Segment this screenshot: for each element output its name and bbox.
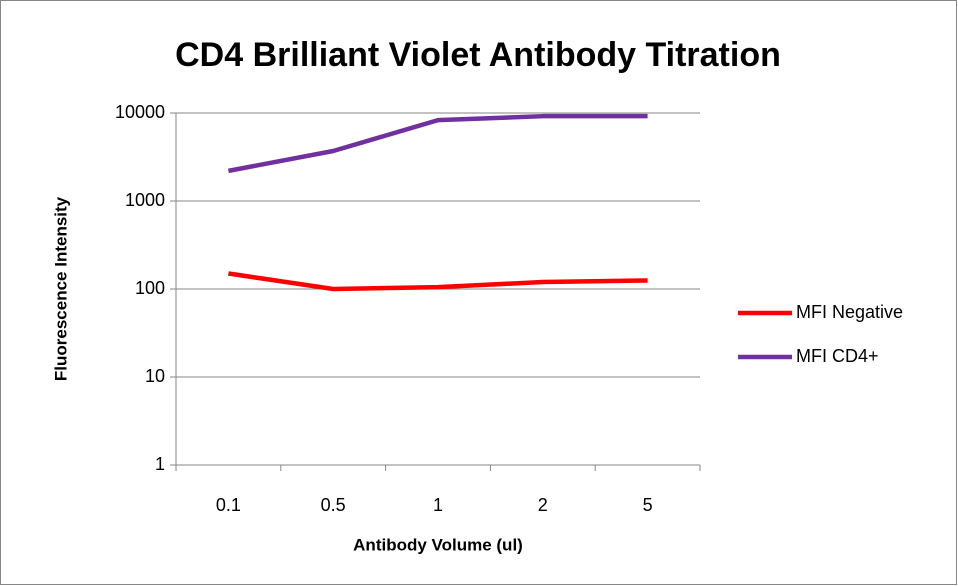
chart-title: CD4 Brilliant Violet Antibody Titration — [175, 36, 781, 74]
x-tick-label: 5 — [643, 495, 653, 515]
y-tick-label: 10000 — [115, 102, 165, 122]
x-axis-label: Antibody Volume (ul) — [353, 535, 523, 554]
y-axis-label: Fluorescence Intensity — [51, 196, 70, 381]
data-line — [227, 113, 648, 174]
y-tick-label: 1 — [155, 454, 165, 474]
y-tick-label: 1000 — [125, 190, 165, 210]
x-tick-label: 0.5 — [321, 495, 346, 515]
x-tick-label: 0.1 — [216, 495, 241, 515]
legend-label: MFI Negative — [796, 302, 903, 322]
legend-label: MFI CD4+ — [796, 346, 879, 366]
x-tick-label: 2 — [538, 495, 548, 515]
data-line — [228, 271, 648, 292]
y-tick-label: 10 — [145, 366, 165, 386]
y-tick-label: 100 — [135, 278, 165, 298]
x-tick-label: 1 — [433, 495, 443, 515]
